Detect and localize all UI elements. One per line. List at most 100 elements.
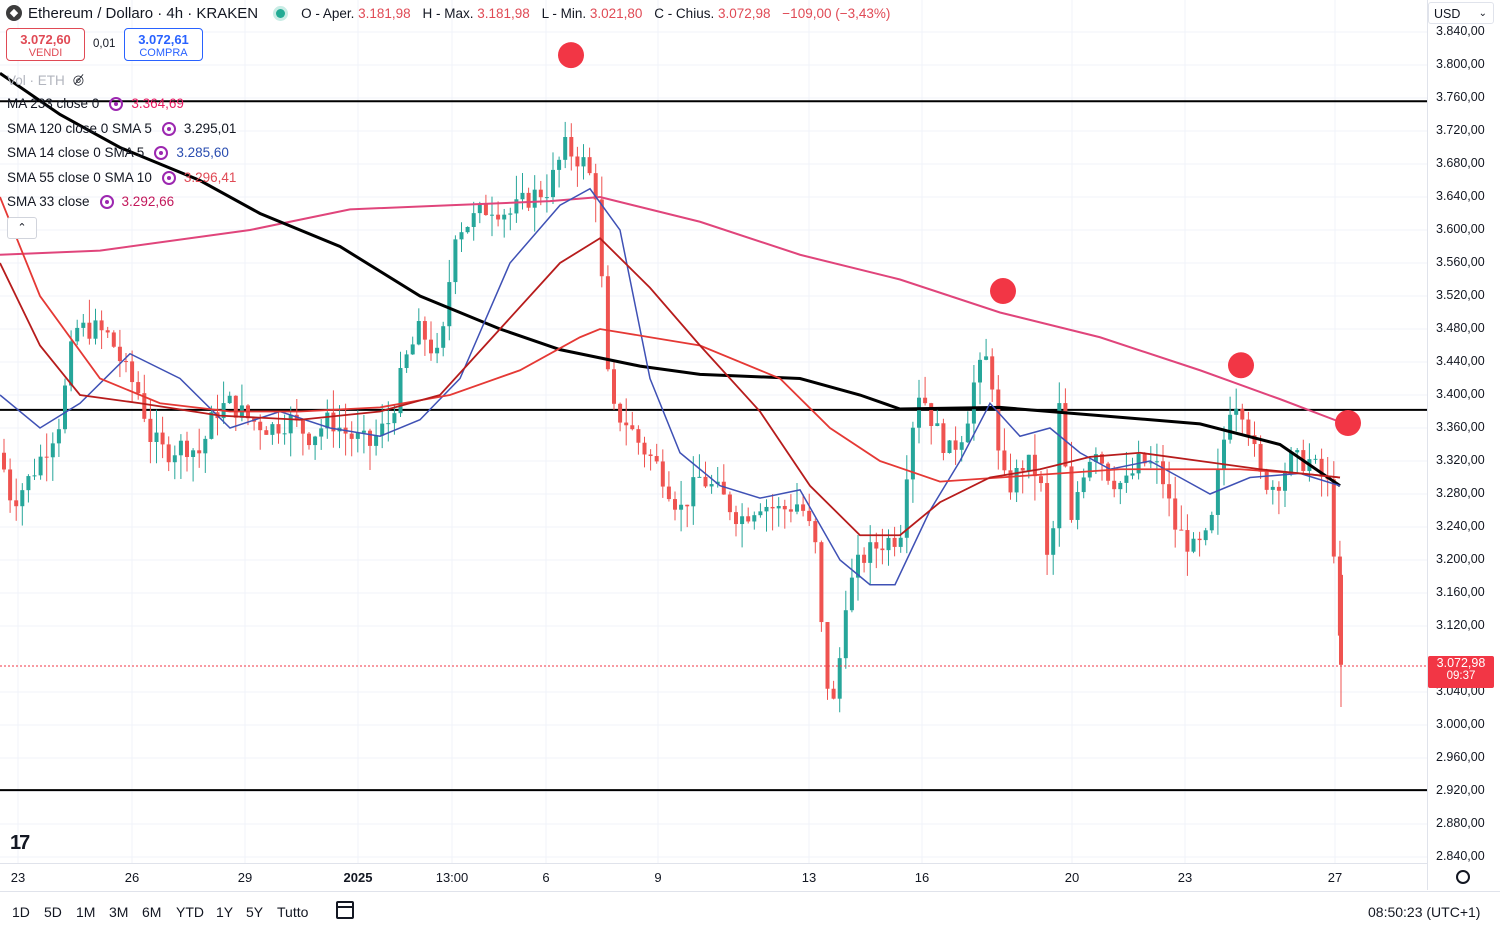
- indicator-sma120[interactable]: SMA 120 close 0 SMA 5 3.295,01: [7, 121, 236, 136]
- candle-body: [520, 192, 525, 200]
- candle-body: [1081, 477, 1086, 493]
- candle-body: [172, 455, 177, 463]
- candle-body: [1228, 414, 1233, 440]
- sma33-line: [0, 237, 1341, 537]
- indicator-ma233[interactable]: MA 233 close 0 3.364,69: [7, 96, 184, 111]
- candle-body: [20, 490, 25, 507]
- candle-body: [1142, 453, 1147, 464]
- candle-body: [618, 403, 623, 423]
- candle-body: [459, 232, 464, 240]
- indicator-volume[interactable]: Vol · ETH ◎̸: [7, 72, 84, 88]
- candle-body: [471, 213, 476, 227]
- collapse-legend-button[interactable]: ⌃: [7, 217, 37, 239]
- candle-body: [502, 214, 507, 220]
- candle-body: [819, 542, 824, 623]
- candle-body: [1209, 514, 1214, 531]
- candle-body: [416, 321, 421, 345]
- x-tick-label: 26: [124, 870, 140, 885]
- candle-body: [1026, 454, 1031, 471]
- candle-body: [1283, 472, 1287, 491]
- indicator-sma33[interactable]: SMA 33 close 3.292,66: [7, 194, 174, 209]
- indicator-sma14[interactable]: SMA 14 close 0 SMA 5 3.285,60: [7, 145, 229, 160]
- price-chart[interactable]: [0, 0, 1428, 863]
- candle-body: [874, 542, 879, 549]
- candle-body: [880, 548, 885, 551]
- candle-body: [1258, 444, 1263, 472]
- candle-body: [429, 339, 433, 354]
- buy-button[interactable]: 3.072,61 COMPRA: [124, 28, 203, 61]
- candle-body: [404, 354, 409, 368]
- candle-body: [929, 403, 934, 427]
- symbol-title[interactable]: Ethereum / Dollaro · 4h · KRAKEN: [28, 4, 259, 22]
- candle-body: [996, 389, 1001, 451]
- candle-body: [166, 444, 171, 463]
- y-tick-label: 3.760,00: [1436, 90, 1485, 104]
- candle-body: [276, 424, 281, 434]
- eye-hidden-icon[interactable]: ◎̸: [72, 72, 85, 87]
- candle-body: [1179, 529, 1184, 531]
- candle-body: [1339, 574, 1343, 665]
- indicator-label: SMA 33 close: [7, 194, 90, 209]
- candle-body: [727, 494, 732, 513]
- candle-body: [648, 454, 653, 457]
- currency-select[interactable]: USD ⌄: [1428, 2, 1494, 24]
- candle-body: [32, 475, 37, 477]
- candle-body: [38, 456, 43, 476]
- tradingview-logo[interactable]: 17: [10, 832, 30, 854]
- range-button[interactable]: 3M: [109, 904, 129, 920]
- market-status-icon: [276, 8, 286, 18]
- candle-body: [807, 510, 812, 522]
- candle-body: [953, 440, 958, 450]
- range-button[interactable]: YTD: [176, 904, 204, 920]
- candle-body: [673, 499, 677, 510]
- range-button[interactable]: 5D: [44, 904, 62, 920]
- spread-value: 0,01: [93, 38, 116, 50]
- ohlc-values: O - Aper. 3.181,98 H - Max. 3.181,98 L -…: [301, 6, 898, 21]
- x-tick-label: 16: [914, 870, 930, 885]
- sell-label: VENDI: [28, 47, 63, 59]
- low-value: 3.021,80: [589, 5, 643, 21]
- candle-body: [612, 369, 616, 404]
- candle-body: [1203, 530, 1208, 541]
- candle-body: [1008, 470, 1013, 493]
- range-button[interactable]: 1M: [76, 904, 96, 920]
- range-button[interactable]: Tutto: [277, 904, 309, 920]
- range-button[interactable]: 6M: [142, 904, 162, 920]
- y-tick-label: 3.840,00: [1436, 24, 1485, 38]
- candle-body: [349, 433, 354, 439]
- candle-body: [209, 412, 214, 439]
- bottom-toolbar: [0, 891, 1500, 934]
- candle-body: [1057, 403, 1062, 529]
- range-button[interactable]: 5Y: [246, 904, 264, 920]
- calendar-icon[interactable]: [336, 901, 354, 919]
- candle-body: [892, 537, 897, 547]
- candle-body: [740, 516, 745, 525]
- candle-body: [483, 204, 488, 216]
- y-tick-label: 3.200,00: [1436, 552, 1485, 566]
- sma14-line: [0, 187, 1341, 586]
- range-button[interactable]: 1Y: [216, 904, 234, 920]
- candle-body: [227, 395, 232, 404]
- candlestick-series: [2, 121, 1343, 713]
- candle-body: [752, 515, 757, 522]
- symbol-header[interactable]: ◆ Ethereum / Dollaro · 4h · KRAKEN O - A…: [6, 3, 898, 23]
- candle-body: [1087, 461, 1092, 478]
- clock[interactable]: 08:50:23 (UTC+1): [1368, 904, 1481, 920]
- candle-body: [264, 430, 269, 435]
- indicator-label: SMA 120 close 0 SMA 5: [7, 121, 152, 136]
- horizontal-levels: [0, 100, 1428, 792]
- candle-body: [599, 199, 604, 277]
- candle-body: [910, 427, 915, 480]
- candle-body: [1252, 435, 1257, 445]
- indicator-sma55[interactable]: SMA 55 close 0 SMA 10 3.296,41: [7, 170, 236, 185]
- candle-body: [1154, 461, 1159, 463]
- candle-body: [1002, 450, 1007, 471]
- range-button[interactable]: 1D: [12, 904, 30, 920]
- x-tick-label: 27: [1327, 870, 1343, 885]
- sell-button[interactable]: 3.072,60 VENDI: [6, 28, 85, 61]
- candle-body: [477, 204, 482, 214]
- candle-body: [721, 481, 726, 495]
- gear-icon[interactable]: [1456, 870, 1470, 884]
- candle-body: [1240, 408, 1245, 420]
- y-tick-label: 2.920,00: [1436, 783, 1485, 797]
